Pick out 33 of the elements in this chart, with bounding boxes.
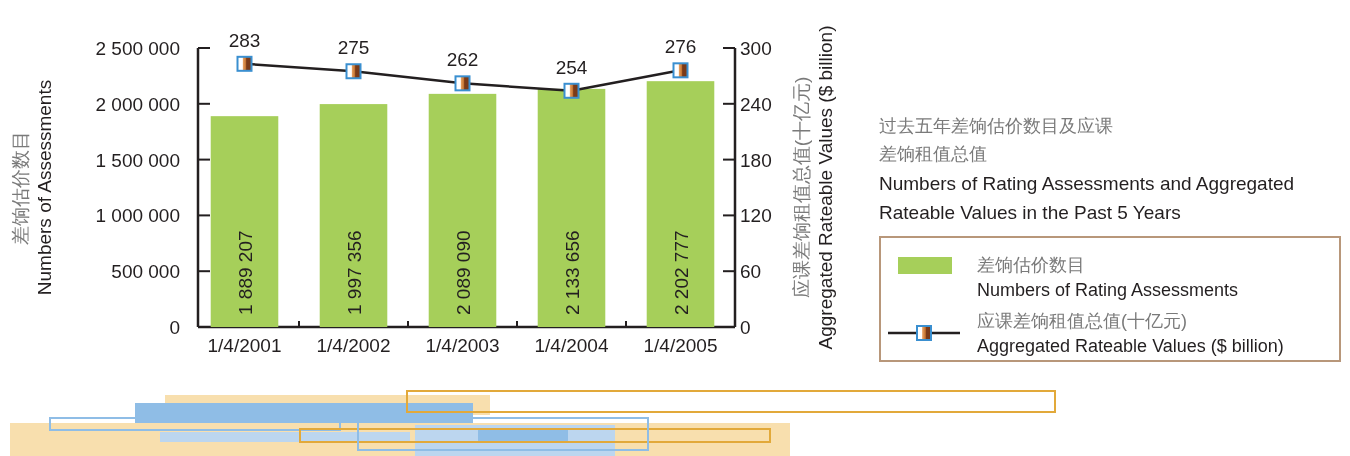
data-label: 283 <box>228 29 261 51</box>
y2-axis-title: 应课差饷租值总值(十亿元) Aggregated Rateable Values ($ billion) <box>791 25 836 350</box>
y2-tick-label: 120 <box>740 205 772 227</box>
data-label: 275 <box>337 37 370 59</box>
x-tick-label: 1/4/2005 <box>643 335 718 356</box>
y2-tick-label: 0 <box>740 317 751 338</box>
text: Numbers of Rating Assessments and Aggregated Rateable Values in the Past 5 Years <box>879 173 1295 223</box>
text: 过去五年差饷估价数目及应课差饷租值总值 <box>879 116 1113 164</box>
data-label: 262 <box>446 49 479 71</box>
y-tick-label: 2 500 000 <box>95 38 180 59</box>
data-label: 1 997 356 <box>343 230 365 315</box>
y2-tick-label: 240 <box>740 93 772 115</box>
data-label: 254 <box>555 56 588 78</box>
y2-tick-label: 60 <box>740 261 762 283</box>
y-tick-label: 0 <box>169 317 180 338</box>
y-tick-label: 500 000 <box>111 261 180 283</box>
data-label: 2 133 656 <box>561 230 583 315</box>
y-tick-label: 2 000 000 <box>95 93 180 115</box>
data-label: 2 089 090 <box>452 230 474 315</box>
x-tick-label: 1/4/2004 <box>534 335 609 356</box>
y-tick-label: 1 000 000 <box>95 205 180 227</box>
y-axis-title: 差饷估价数目 Numbers of Assessments <box>10 79 55 296</box>
x-tick-label: 1/4/2001 <box>207 335 282 356</box>
x-tick-label: 1/4/2002 <box>316 335 391 356</box>
y2-tick-label: 180 <box>740 149 772 171</box>
data-label: 1 889 207 <box>234 230 256 315</box>
x-tick-label: 1/4/2003 <box>425 335 500 356</box>
y2-tick-label: 300 <box>740 38 772 59</box>
data-label: 276 <box>664 36 697 58</box>
legend-label: 差饷估价数目 Numbers of Rating Assessments <box>977 255 1239 300</box>
legend-label: 应课差饷租值总值(十亿元) Aggregated Rateable Values ($ billion) <box>977 311 1284 356</box>
y-tick-label: 1 500 000 <box>95 149 180 171</box>
data-label: 2 202 777 <box>670 230 692 315</box>
